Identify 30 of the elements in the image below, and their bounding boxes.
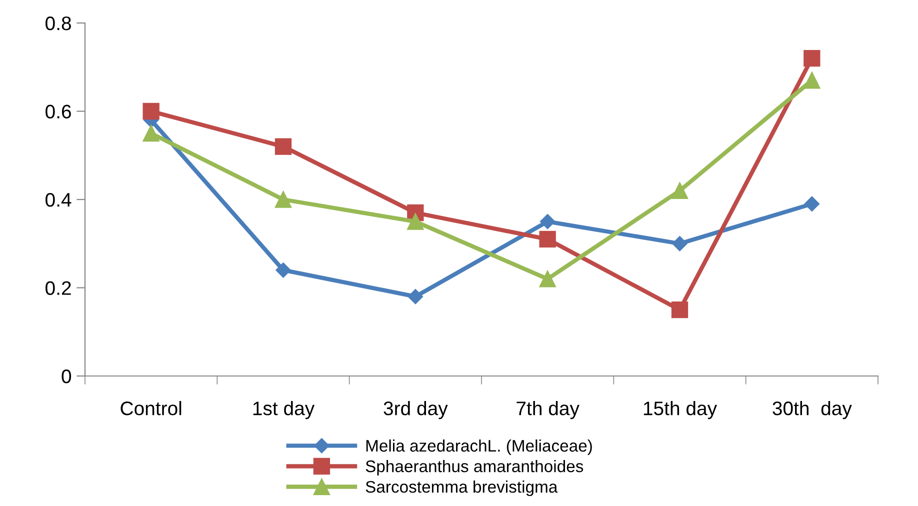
point: [671, 301, 688, 318]
point: [671, 182, 688, 200]
point: [274, 191, 292, 208]
point: [540, 214, 556, 230]
y-tick-label: 0.8: [46, 16, 71, 30]
x-tick-label: 3rd day: [384, 401, 448, 420]
legend-label: Sphaeranthus amaranthoides: [366, 460, 584, 476]
point: [142, 102, 160, 120]
point: [804, 50, 820, 67]
y-tick-label: 0.6: [46, 104, 71, 118]
point: [539, 270, 556, 288]
x-tick-label: 15th day: [644, 401, 718, 420]
point: [142, 124, 160, 142]
legend-label: Sarcostemma brevistigma: [366, 480, 558, 496]
point: [672, 236, 688, 252]
point: [408, 289, 423, 304]
point: [276, 262, 291, 278]
x-tick-label: Control: [120, 401, 182, 416]
point: [407, 213, 424, 230]
point: [274, 138, 292, 155]
point: [804, 196, 820, 212]
legend-label: Melia azedarachL. (Meliaceae): [366, 439, 592, 455]
y-tick-label: 0: [62, 369, 72, 384]
point: [539, 230, 556, 248]
x-tick-label: 1st day: [253, 401, 315, 420]
x-tick-label: 7th day: [516, 401, 580, 420]
y-tick-label: 0.4: [46, 192, 72, 207]
point: [804, 72, 820, 89]
y-tick-label: 0.2: [46, 281, 71, 295]
x-tick-label: 30th day: [772, 401, 852, 420]
